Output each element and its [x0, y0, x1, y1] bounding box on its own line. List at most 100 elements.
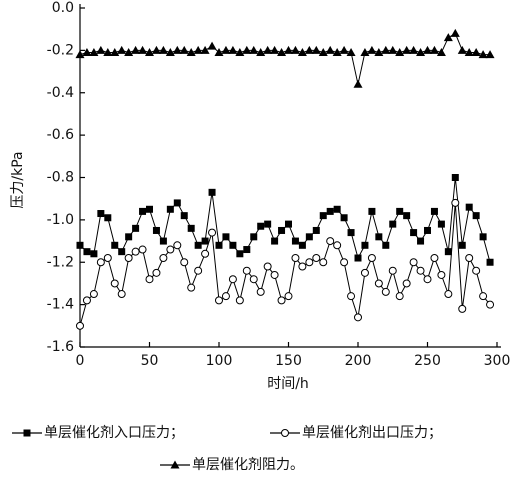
circle-marker [291, 254, 300, 263]
square-marker [83, 248, 91, 256]
square-marker [271, 237, 279, 245]
circle-marker [486, 300, 495, 309]
circle-marker [110, 279, 119, 288]
triangle-marker [381, 45, 391, 54]
circle-marker [228, 275, 237, 284]
circle-marker [340, 258, 349, 267]
square-marker [132, 224, 140, 232]
circle-marker [281, 429, 289, 437]
circle-marker [89, 290, 98, 299]
circle-marker [354, 313, 362, 322]
x-tick-label: 150 [275, 353, 302, 369]
triangle-marker [179, 45, 189, 54]
triangle-marker [75, 50, 85, 59]
circle-marker [242, 266, 251, 275]
triangle-marker [290, 45, 300, 54]
square-marker [437, 220, 445, 228]
triangle-marker [367, 45, 377, 54]
square-marker [417, 237, 425, 245]
circle-marker [479, 292, 488, 301]
circle-marker [96, 258, 105, 267]
square-marker [152, 226, 160, 234]
triangle-marker [110, 47, 120, 56]
triangle-marker [464, 47, 474, 56]
square-marker [368, 207, 376, 215]
y-tick-label: -1.0 [47, 212, 74, 228]
circle-marker [347, 292, 356, 301]
triangle-marker [388, 45, 398, 54]
square-marker [173, 199, 181, 207]
square-marker [486, 258, 494, 266]
circle-marker [388, 266, 397, 275]
circle-marker [284, 292, 293, 301]
circle-marker [416, 266, 425, 275]
circle-marker [451, 198, 460, 207]
square-marker [291, 237, 299, 245]
square-marker [76, 241, 84, 249]
triangle-marker [297, 47, 307, 56]
triangle-marker [304, 45, 314, 54]
circle-marker [312, 254, 321, 263]
square-marker [458, 241, 466, 249]
x-tick-label: 200 [345, 353, 372, 369]
square-marker [201, 237, 209, 245]
square-marker [139, 207, 147, 215]
triangle-marker [170, 460, 180, 469]
square-marker [340, 214, 348, 222]
square-marker [243, 246, 251, 254]
triangle-marker [228, 45, 238, 54]
square-marker [403, 212, 411, 220]
triangle-marker [416, 47, 426, 56]
triangle-marker [124, 47, 134, 56]
triangle-marker [277, 47, 287, 56]
triangle-marker [353, 79, 363, 88]
square-marker [479, 233, 487, 241]
y-axis-label: 压力/kPa [10, 151, 26, 208]
square-marker [146, 205, 153, 213]
square-marker [166, 205, 174, 213]
square-marker [250, 233, 258, 241]
triangle-marker [374, 47, 384, 56]
circle-marker [159, 254, 168, 263]
circle-marker [437, 270, 446, 279]
triangle-marker [346, 47, 356, 56]
circle-marker [305, 258, 314, 267]
square-marker [472, 212, 480, 220]
square-marker [375, 233, 383, 241]
triangle-marker [443, 33, 453, 42]
triangle-marker [436, 47, 446, 56]
triangle-marker [96, 45, 106, 54]
triangle-marker [117, 45, 127, 54]
square-marker [187, 224, 195, 232]
triangle-marker [145, 47, 154, 56]
legend-punctuation: 。 [290, 457, 304, 473]
circle-marker [326, 237, 335, 246]
square-marker [451, 174, 459, 181]
circle-marker [395, 292, 404, 301]
circle-marker [180, 258, 189, 267]
square-marker [23, 429, 31, 437]
circle-marker [117, 290, 126, 299]
triangle-marker [263, 45, 273, 54]
triangle-marker [409, 45, 419, 54]
circle-marker [277, 296, 286, 305]
square-marker [347, 229, 355, 237]
square-marker [410, 229, 418, 237]
square-marker [97, 210, 105, 218]
square-marker [111, 241, 119, 249]
triangle-marker [242, 45, 252, 54]
circle-marker [82, 296, 91, 305]
square-marker [208, 188, 216, 196]
circle-marker [444, 290, 453, 299]
x-tick-label: 100 [206, 353, 233, 369]
square-marker [104, 214, 112, 222]
circle-marker [138, 245, 147, 254]
x-tick-label: 300 [484, 353, 511, 369]
square-marker [278, 226, 286, 234]
triangle-marker [339, 45, 349, 54]
square-marker [118, 248, 126, 256]
x-tick-label: 250 [414, 353, 441, 369]
x-axis-label: 时间/h [267, 376, 309, 392]
legend-punctuation: ； [170, 425, 184, 441]
